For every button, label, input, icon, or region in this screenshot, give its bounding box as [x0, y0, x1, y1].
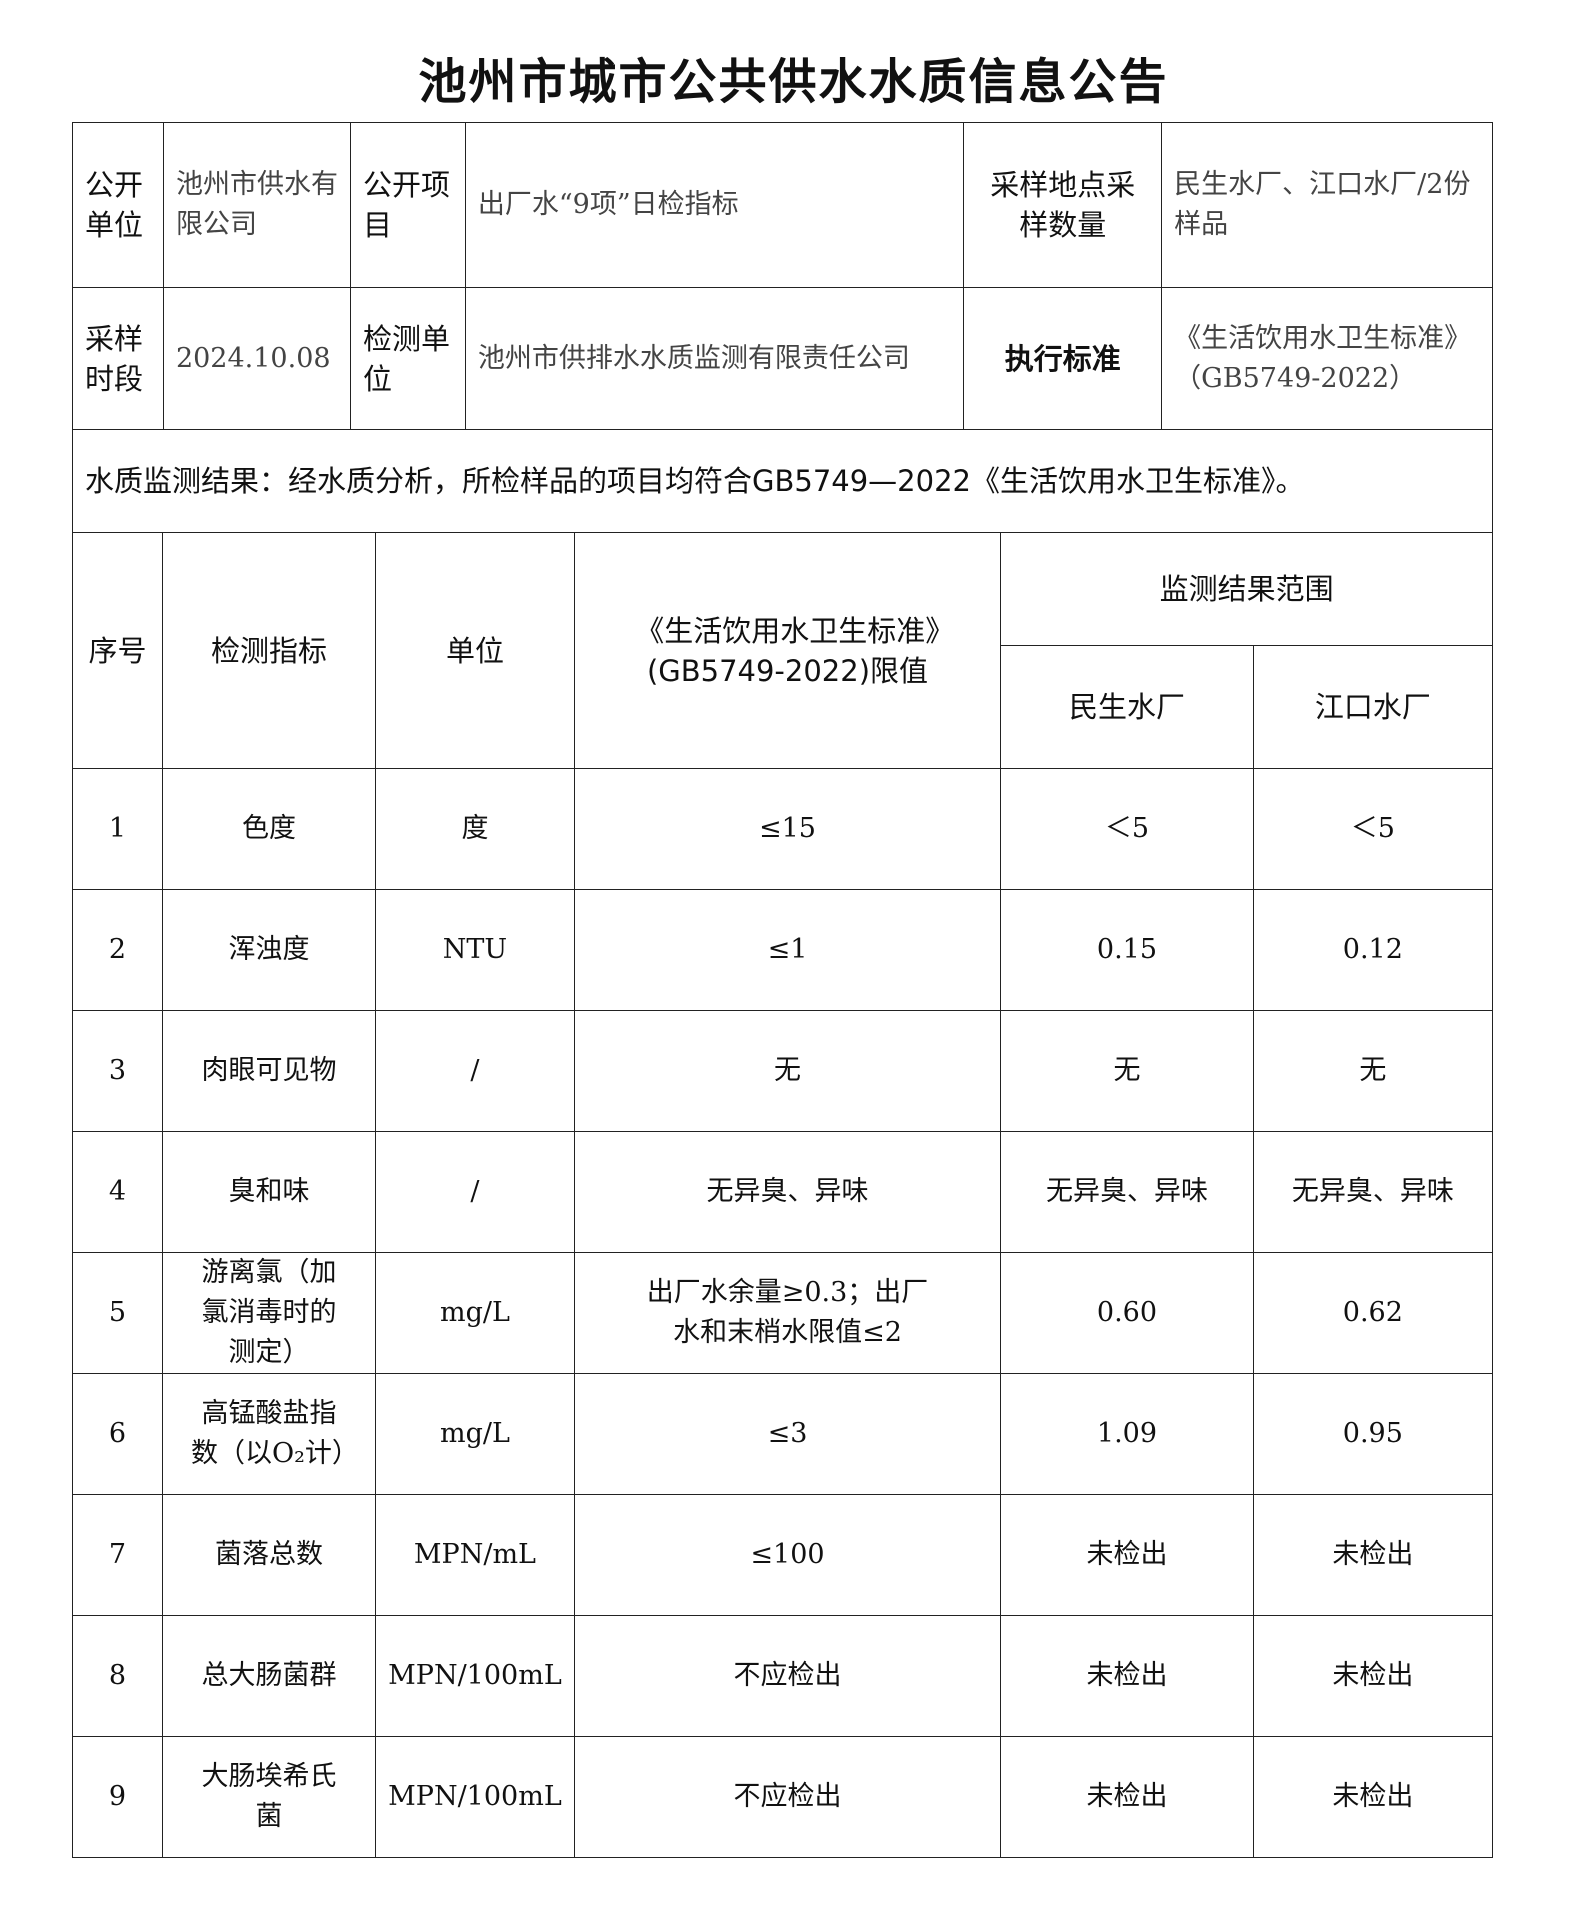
period-label: 采样时段 [72, 287, 164, 430]
row-indicator: 浑浊度 [161, 889, 377, 1011]
row-limit: 不应检出 [573, 1736, 1002, 1858]
row-jiangkou-result: 未检出 [1252, 1615, 1494, 1737]
row-limit: ≤100 [573, 1494, 1002, 1616]
row-minsheng-result: 未检出 [1000, 1736, 1254, 1858]
row-unit: / [375, 1010, 575, 1132]
row-jiangkou-result: 未检出 [1252, 1494, 1494, 1616]
row-minsheng-result: ＜5 [1000, 768, 1254, 890]
row-unit: mg/L [375, 1373, 575, 1495]
header-no: 序号 [72, 532, 163, 769]
row-jiangkou-result: 未检出 [1252, 1736, 1494, 1858]
row-no: 4 [72, 1131, 163, 1253]
site-label: 采样地点采样数量 [963, 122, 1163, 288]
row-unit: MPN/100mL [375, 1615, 575, 1737]
row-minsheng-result: 无异臭、异味 [1000, 1131, 1254, 1253]
row-indicator: 臭和味 [161, 1131, 377, 1253]
header-limit: 《生活饮用水卫生标准》(GB5749-2022)限值 [573, 532, 1002, 769]
results-table: 序号 检测指标 单位 《生活饮用水卫生标准》(GB5749-2022)限值 监测… [72, 532, 1494, 1858]
table-row: 8 总大肠菌群 MPN/100mL 不应检出 未检出 未检出 [72, 1615, 1494, 1737]
row-limit: 不应检出 [573, 1615, 1002, 1737]
row-no: 1 [72, 768, 163, 890]
row-unit: NTU [375, 889, 575, 1011]
item-label: 公开项目 [349, 122, 466, 288]
row-unit: MPN/mL [375, 1494, 575, 1616]
row-no: 7 [72, 1494, 163, 1616]
row-minsheng-result: 未检出 [1000, 1615, 1254, 1737]
row-indicator: 菌落总数 [161, 1494, 377, 1616]
table-row: 2 浑浊度 NTU ≤1 0.15 0.12 [72, 889, 1494, 1011]
lab-label: 检测单位 [349, 287, 466, 430]
row-minsheng-result: 无 [1000, 1010, 1254, 1132]
row-jiangkou-result: 无 [1252, 1010, 1494, 1132]
info-table: 公开单位 池州市供水有限公司 公开项目 出厂水“9项”日检指标 采样地点采样数量… [72, 122, 1493, 533]
lab-value: 池州市供排水水质监测有限责任公司 [464, 287, 965, 430]
row-unit: mg/L [375, 1252, 575, 1374]
conclusion-row: 水质监测结果：经水质分析，所检样品的项目均符合GB5749—2022《生活饮用水… [72, 429, 1493, 533]
table-row: 7 菌落总数 MPN/mL ≤100 未检出 未检出 [72, 1494, 1494, 1616]
row-indicator: 肉眼可见物 [161, 1010, 377, 1132]
header-indicator: 检测指标 [161, 532, 377, 769]
row-no: 5 [72, 1252, 163, 1374]
header-plant-minsheng: 民生水厂 [1000, 645, 1254, 769]
row-no: 6 [72, 1373, 163, 1495]
publisher-label: 公开单位 [72, 122, 164, 288]
row-limit: 无异臭、异味 [573, 1131, 1002, 1253]
table-row: 3 肉眼可见物 / 无无无 [72, 1010, 1494, 1132]
header-unit: 单位 [375, 532, 575, 769]
row-jiangkou-result: ＜5 [1252, 768, 1494, 890]
row-jiangkou-result: 0.12 [1252, 889, 1494, 1011]
period-value: 2024.10.08 [162, 287, 351, 430]
site-value: 民生水厂、江口水厂/2份样品 [1161, 122, 1493, 288]
page-title: 池州市城市公共供水水质信息公告 [418, 54, 1169, 110]
row-limit: 出厂水余量≥0.3；出厂水和末梢水限值≤2 [573, 1252, 1002, 1374]
table-row: 1 色度度 ≤15 ＜5 ＜5 [72, 768, 1494, 890]
table-row: 5 游离氯（加氯消毒时的测定） mg/L 出厂水余量≥0.3；出厂水和末梢水限值≤2 0… [72, 1252, 1494, 1374]
standard-label: 执行标准 [963, 287, 1163, 430]
row-no: 2 [72, 889, 163, 1011]
row-minsheng-result: 未检出 [1000, 1494, 1254, 1616]
row-jiangkou-result: 0.95 [1252, 1373, 1494, 1495]
table-row: 4 臭和味 / 无异臭、异味 无异臭、异味 无异臭、异味 [72, 1131, 1494, 1253]
info-row: 采样时段 2024.10.08 检测单位 池州市供排水水质监测有限责任公司 执行… [72, 287, 1493, 430]
row-minsheng-result: 0.15 [1000, 889, 1254, 1011]
row-unit: / [375, 1131, 575, 1253]
row-no: 9 [72, 1736, 163, 1858]
row-minsheng-result: 1.09 [1000, 1373, 1254, 1495]
row-indicator: 高锰酸盐指数（以O₂计） [161, 1373, 377, 1495]
info-row: 公开单位 池州市供水有限公司 公开项目 出厂水“9项”日检指标 采样地点采样数量… [72, 122, 1493, 288]
row-jiangkou-result: 无异臭、异味 [1252, 1131, 1494, 1253]
row-jiangkou-result: 0.62 [1252, 1252, 1494, 1374]
row-indicator: 游离氯（加氯消毒时的测定） [161, 1252, 377, 1374]
table-row: 9 大肠埃希氏菌 MPN/100mL 不应检出 未检出 未检出 [72, 1736, 1494, 1858]
row-minsheng-result: 0.60 [1000, 1252, 1254, 1374]
row-indicator: 色度 [161, 768, 377, 890]
item-value: 出厂水“9项”日检指标 [464, 122, 965, 288]
row-unit: MPN/100mL [375, 1736, 575, 1858]
header-plant-jiangkou: 江口水厂 [1252, 645, 1494, 769]
row-limit: ≤15 [573, 768, 1002, 890]
row-limit: ≤3 [573, 1373, 1002, 1495]
header-range: 监测结果范围 [1000, 532, 1493, 646]
publisher-value: 池州市供水有限公司 [162, 122, 351, 288]
row-limit: 无 [573, 1010, 1002, 1132]
table-row: 6 高锰酸盐指数（以O₂计） mg/L ≤3 1.09 0.95 [72, 1373, 1494, 1495]
row-no: 8 [72, 1615, 163, 1737]
row-unit: 度 [375, 768, 575, 890]
row-no: 3 [72, 1010, 163, 1132]
conclusion-text: 水质监测结果：经水质分析，所检样品的项目均符合GB5749—2022《生活饮用水… [72, 429, 1493, 533]
row-indicator: 大肠埃希氏菌 [161, 1736, 377, 1858]
row-limit: ≤1 [573, 889, 1002, 1011]
standard-value: 《生活饮用水卫生标准》（GB5749-2022） [1161, 287, 1493, 430]
row-indicator: 总大肠菌群 [161, 1615, 377, 1737]
